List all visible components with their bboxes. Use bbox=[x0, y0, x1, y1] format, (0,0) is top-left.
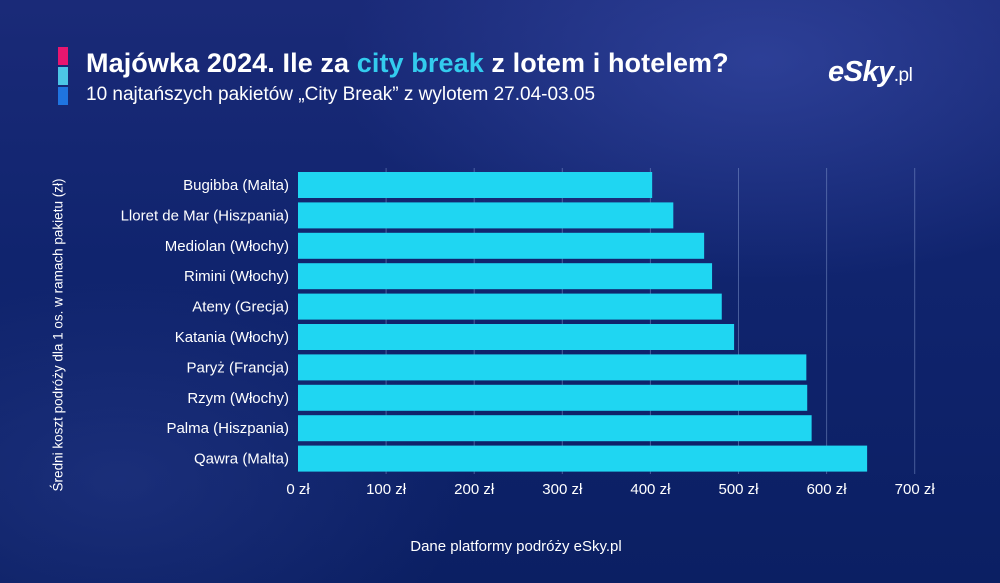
category-label: Bugibba (Malta) bbox=[183, 177, 289, 194]
category-label: Ateny (Grecja) bbox=[192, 299, 289, 316]
chart-title: Majówka 2024. Ile za city break z lotem … bbox=[86, 48, 729, 79]
tick-label: 400 zł bbox=[630, 481, 671, 498]
accent-bar-pink bbox=[58, 47, 68, 65]
bar bbox=[298, 324, 735, 350]
tick-label: 300 zł bbox=[542, 481, 583, 498]
chart-subtitle: 10 najtańszych pakietów „City Break” z w… bbox=[86, 84, 596, 105]
tick-label: 500 zł bbox=[718, 481, 759, 498]
bar bbox=[298, 384, 808, 411]
accent-bar-cyan bbox=[58, 67, 68, 85]
tick-label: 0 zł bbox=[286, 481, 310, 498]
category-label: Qawra (Malta) bbox=[194, 451, 289, 468]
title-highlight: city break bbox=[356, 48, 484, 78]
tick-label: 100 zł bbox=[366, 481, 407, 498]
category-label: Katania (Włochy) bbox=[175, 329, 289, 346]
category-label: Paryż (Francja) bbox=[186, 359, 289, 376]
bar bbox=[298, 445, 868, 472]
bar bbox=[298, 172, 653, 198]
esky-logo: eSky.pl bbox=[828, 56, 913, 89]
bar bbox=[298, 202, 674, 229]
tick-label: 200 zł bbox=[454, 481, 495, 498]
category-label: Rimini (Włochy) bbox=[184, 268, 289, 285]
tick-label: 600 zł bbox=[807, 481, 848, 498]
accent-bar-blue bbox=[58, 87, 68, 105]
category-label: Lloret de Mar (Hiszpania) bbox=[121, 207, 289, 224]
title-part-1: Majówka 2024. Ile za bbox=[86, 48, 357, 78]
title-part-2: z lotem i hotelem? bbox=[483, 48, 729, 78]
tick-label: 700 zł bbox=[895, 481, 936, 498]
bar bbox=[298, 263, 713, 290]
category-label: Rzym (Włochy) bbox=[187, 390, 289, 407]
category-label: Mediolan (Włochy) bbox=[165, 238, 289, 255]
logo-suffix: .pl bbox=[893, 65, 913, 86]
x-axis-label: Dane platformy podróży eSky.pl bbox=[410, 538, 622, 555]
bar bbox=[298, 354, 807, 381]
bar bbox=[298, 415, 812, 442]
logo-main: eSky bbox=[828, 56, 894, 88]
bar bbox=[298, 232, 705, 259]
category-label: Palma (Hiszpania) bbox=[166, 420, 289, 437]
bar bbox=[298, 293, 722, 320]
